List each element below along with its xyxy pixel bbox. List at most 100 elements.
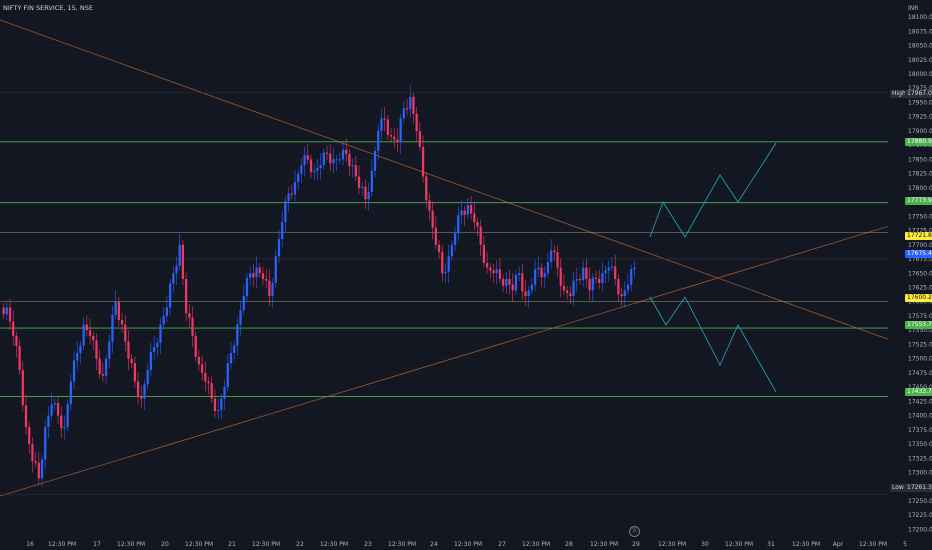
candle-body-67 <box>217 409 220 412</box>
candle-body-182 <box>585 267 588 279</box>
price-tick-5: 17975.00 <box>908 85 932 92</box>
candle-body-106 <box>341 149 345 160</box>
candle-body-12 <box>40 459 44 479</box>
candle-body-176 <box>566 290 569 294</box>
time-tick-3: 12:30 PM <box>117 541 145 548</box>
price-tick-34: 17250.00 <box>908 498 932 505</box>
candle-body-59 <box>191 317 194 336</box>
candle-body-102 <box>329 153 332 164</box>
candle-body-87 <box>281 222 284 240</box>
candle-body-160 <box>514 274 518 291</box>
time-tick-20: 30 <box>701 541 709 548</box>
candle-body-78 <box>252 273 255 278</box>
candle-body-96 <box>309 159 313 172</box>
price-tick-6: 17950.00 <box>908 99 932 106</box>
candle-body-169 <box>543 273 546 278</box>
price-tick-16: 17700.00 <box>908 242 932 249</box>
candle-body-115 <box>370 170 373 192</box>
candle-body-1 <box>5 307 8 315</box>
candle-body-39 <box>127 341 130 359</box>
candle-body-162 <box>521 273 524 292</box>
candle-body-15 <box>50 404 53 416</box>
level-tag-3: 17721.85 <box>905 232 932 240</box>
candle-body-110 <box>354 165 357 177</box>
candle-body-2 <box>8 307 12 322</box>
candle-body-180 <box>578 278 582 281</box>
price-tick-15: 17725.00 <box>908 228 932 235</box>
candle-body-147 <box>473 213 476 223</box>
candle-body-49 <box>159 324 162 343</box>
projection-paths <box>649 142 777 393</box>
candle-body-158 <box>508 278 511 285</box>
candle-body-14 <box>47 415 50 427</box>
price-tick-28: 17400.00 <box>908 413 932 420</box>
time-axis[interactable]: 16 12:30 PM 17 12:30 PM 20 12:30 PM 21 12:30 PM… <box>26 541 907 548</box>
horizontal-levels <box>0 92 902 495</box>
candle-body-151 <box>485 263 489 268</box>
candle-body-64 <box>207 381 210 384</box>
time-tick-16: 28 <box>565 541 573 548</box>
candle-body-23 <box>76 352 79 361</box>
time-tick-6: 21 <box>228 541 236 548</box>
candle-body-195 <box>626 284 630 291</box>
candle-body-75 <box>242 296 245 311</box>
price-tick-21: 17575.00 <box>908 313 932 320</box>
tradingview-logo-icon[interactable]: Ⓡ <box>629 526 640 537</box>
candle-body-138 <box>444 271 447 274</box>
candle-body-44 <box>143 384 146 399</box>
bearish-projection <box>649 296 777 393</box>
candle-body-60 <box>194 335 197 357</box>
candle-body-111 <box>357 176 361 188</box>
candle-body-187 <box>601 273 604 283</box>
candle-body-13 <box>44 426 47 460</box>
candle-body-197 <box>633 267 636 270</box>
candle-body-117 <box>377 130 380 151</box>
candle-body-101 <box>325 152 329 154</box>
candle-body-105 <box>338 159 341 161</box>
time-tick-10: 23 <box>364 541 372 548</box>
price-tick-3: 18025.00 <box>908 57 932 64</box>
price-tick-4: 18000.00 <box>908 71 932 78</box>
candle-body-98 <box>316 167 319 171</box>
candle-body-80 <box>258 267 261 274</box>
candle-body-76 <box>245 277 249 297</box>
time-tick-4: 20 <box>161 541 169 548</box>
candle-body-128 <box>412 96 415 114</box>
candle-body-130 <box>418 130 421 147</box>
price-tick-26: 17450.00 <box>908 384 932 391</box>
bullish-projection <box>649 142 777 238</box>
price-tick-14: 17750.00 <box>908 213 932 220</box>
price-tick-18: 17650.00 <box>908 270 932 277</box>
candle-body-47 <box>152 347 156 352</box>
candle-body-28 <box>92 335 95 341</box>
candlesticks <box>2 85 636 487</box>
candle-body-149 <box>479 226 482 245</box>
candle-body-58 <box>188 313 191 318</box>
candle-body-156 <box>501 278 505 286</box>
price-tick-2: 18050.00 <box>908 43 932 50</box>
candle-body-43 <box>140 396 143 399</box>
candle-body-16 <box>53 403 56 405</box>
candle-body-124 <box>399 118 402 143</box>
candle-body-32 <box>104 358 108 376</box>
candle-body-34 <box>111 314 114 342</box>
candle-body-63 <box>204 372 207 382</box>
candle-body-141 <box>453 233 457 245</box>
candle-body-107 <box>345 149 348 154</box>
time-tick-0: 16 <box>26 541 34 548</box>
ticker-title[interactable]: NIFTY FIN SERVICE, 15, NSE <box>3 4 94 12</box>
time-tick-15: 12:30 PM <box>522 541 550 548</box>
candle-body-37 <box>120 319 124 325</box>
candle-body-108 <box>348 153 351 167</box>
candle-body-154 <box>495 269 498 274</box>
candle-body-26 <box>85 324 88 331</box>
candle-body-134 <box>431 210 434 228</box>
candle-body-10 <box>34 461 37 463</box>
price-axis[interactable]: 18100.00 18075.00 18050.00 18025.00 18000.00… <box>888 0 932 550</box>
candle-body-86 <box>277 239 281 257</box>
time-tick-25: 12:30 PM <box>859 541 887 548</box>
candle-body-194 <box>623 290 626 297</box>
candle-body-152 <box>489 267 492 271</box>
time-tick-8: 22 <box>296 541 304 548</box>
